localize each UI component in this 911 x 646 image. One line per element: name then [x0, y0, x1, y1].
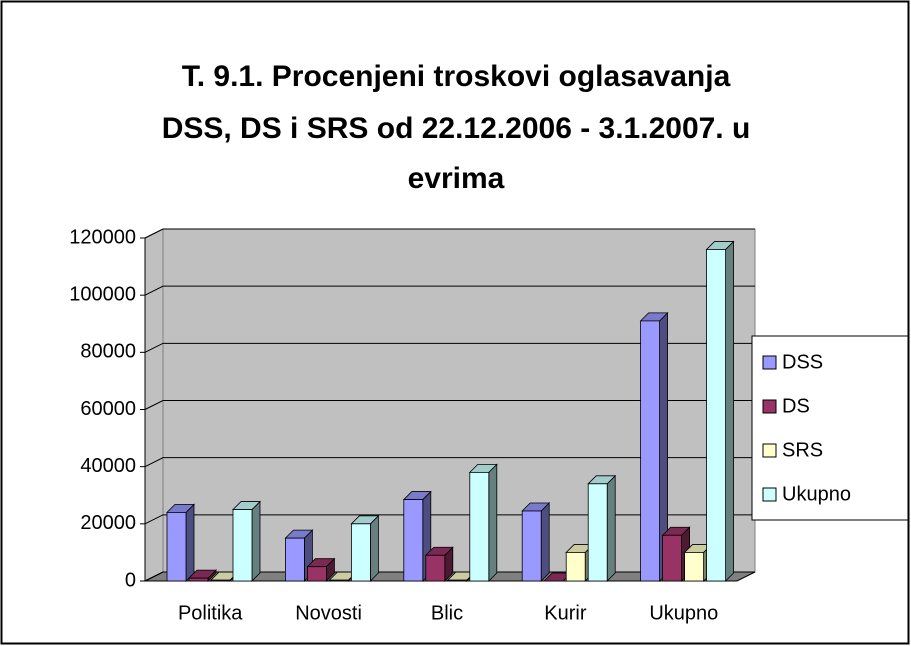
legend-swatch	[762, 443, 777, 458]
bar	[166, 512, 187, 582]
grid-line	[144, 457, 755, 468]
bar	[188, 577, 209, 582]
legend-box	[751, 335, 909, 521]
bar	[706, 249, 726, 582]
bar	[640, 320, 660, 582]
legend-swatch	[762, 355, 777, 370]
y-tick-label: 40000	[80, 455, 136, 477]
y-tick-label: 0	[125, 569, 136, 591]
legend-label: Ukupno	[782, 483, 851, 505]
x-tick-label: Kurir	[544, 602, 587, 624]
y-tick-label: 20000	[80, 512, 136, 534]
grid-line	[144, 571, 755, 582]
bar-side	[606, 474, 616, 582]
bar	[469, 471, 490, 582]
x-tick-label: Novosti	[295, 602, 362, 624]
bar	[284, 537, 305, 582]
legend-label: SRS	[782, 439, 823, 461]
bar-side	[488, 463, 498, 582]
y-tick-label: 60000	[80, 398, 136, 420]
grid-line	[144, 342, 755, 353]
grid-line	[144, 285, 755, 296]
bar	[447, 579, 468, 582]
y-tick-label: 120000	[69, 226, 136, 248]
bar	[350, 523, 371, 582]
bar	[684, 552, 704, 582]
bar	[425, 554, 446, 582]
bar	[306, 566, 327, 582]
x-tick-label: Politika	[178, 602, 243, 624]
bar	[210, 579, 231, 582]
bar-side	[725, 240, 734, 582]
bar	[587, 483, 608, 582]
y-tick-label: 80000	[80, 341, 136, 363]
bar	[662, 534, 682, 582]
bar	[232, 509, 253, 582]
legend-label: DS	[782, 395, 810, 417]
y-tick-label: 100000	[69, 283, 136, 305]
bar	[403, 499, 424, 582]
bar-side	[251, 500, 261, 582]
chart-title: evrima	[408, 162, 505, 195]
bar-side	[540, 502, 550, 582]
bar	[328, 579, 349, 582]
bar	[565, 552, 586, 582]
grid-line	[144, 228, 755, 239]
grid-line	[144, 514, 755, 525]
chart-title: T. 9.1. Procenjeni troskovi oglasavanja	[182, 60, 731, 93]
bar-side	[185, 503, 195, 582]
legend-swatch	[762, 399, 777, 414]
bar	[521, 510, 542, 582]
legend-swatch	[762, 487, 777, 502]
chart-title: DSS, DS i SRS od 22.12.2006 - 3.1.2007. …	[162, 112, 751, 145]
x-tick-label: Blic	[431, 602, 463, 624]
legend-label: DSS	[782, 351, 823, 373]
x-tick-label: Ukupno	[649, 602, 718, 624]
bar-side	[369, 514, 379, 582]
grid-line	[144, 400, 755, 410]
